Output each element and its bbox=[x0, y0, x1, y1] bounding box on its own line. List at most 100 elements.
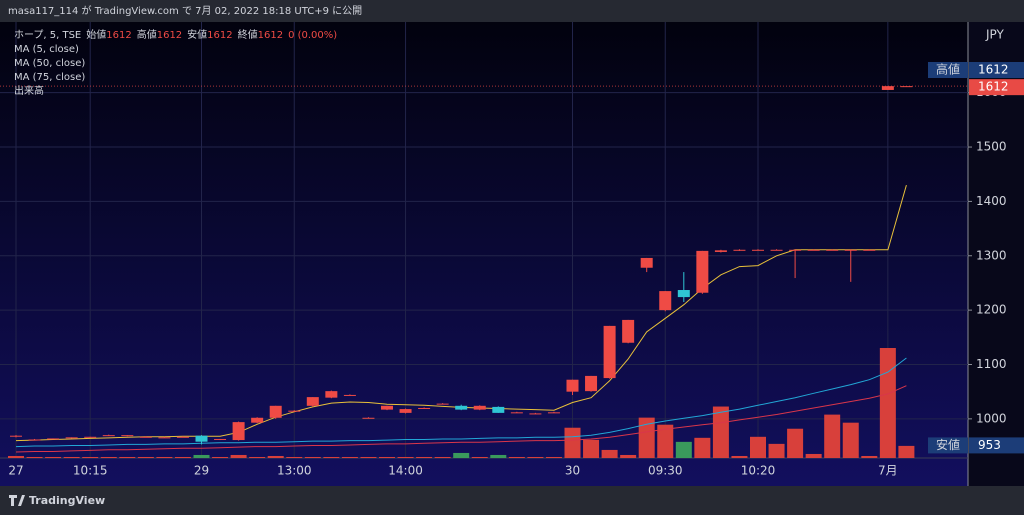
volume-bar bbox=[45, 456, 62, 458]
volume-bar bbox=[323, 456, 340, 458]
candle-body bbox=[195, 435, 208, 442]
x-tick-label: 29 bbox=[194, 464, 209, 478]
legend-ohlc-value: 1612 bbox=[157, 30, 182, 41]
price-tag-box bbox=[969, 79, 1024, 96]
legend-symbol: ホープ, 5, TSE bbox=[14, 29, 81, 41]
legend-change: 0 (0.00%) bbox=[288, 30, 337, 41]
volume-bar bbox=[212, 456, 229, 458]
candle-body bbox=[28, 439, 41, 441]
candle-body bbox=[566, 379, 579, 392]
volume-bar bbox=[861, 455, 878, 458]
volume-bar bbox=[768, 443, 785, 458]
volume-bar bbox=[286, 456, 303, 458]
volume-bar bbox=[379, 456, 395, 458]
candle-body bbox=[232, 422, 245, 441]
candle-body bbox=[807, 249, 820, 251]
volume-bar bbox=[638, 417, 655, 458]
volume-bar bbox=[471, 456, 488, 458]
volume-bar bbox=[545, 456, 562, 458]
plot-background bbox=[0, 22, 968, 486]
x-tick-label: 13:00 bbox=[277, 464, 312, 478]
volume-bar bbox=[787, 428, 804, 458]
ma-line bbox=[15, 357, 907, 448]
brand-logo bbox=[9, 495, 25, 506]
candle-body bbox=[343, 394, 356, 396]
volume-bar bbox=[63, 456, 80, 458]
candle-body bbox=[362, 417, 375, 419]
legend-ohlc-label: 高値 bbox=[137, 28, 157, 41]
candle-body bbox=[102, 435, 115, 437]
y-tick-label: 1200 bbox=[976, 303, 1007, 317]
legend-series: MA (75, close) bbox=[14, 72, 85, 83]
candle-body bbox=[47, 438, 60, 440]
plot bbox=[0, 22, 968, 458]
volume-bar bbox=[397, 456, 414, 458]
volume-bar bbox=[249, 456, 266, 458]
volume-bar bbox=[583, 439, 600, 458]
legend-series: MA (50, close) bbox=[14, 58, 85, 69]
candle-body bbox=[418, 407, 431, 409]
volume-bar bbox=[434, 456, 451, 458]
brand-name: TradingView bbox=[29, 494, 105, 507]
volume-bar bbox=[341, 456, 358, 458]
header-text: masa117_114 が TradingView.com で 7月 02, 2… bbox=[8, 4, 362, 17]
y-tick-label: 1100 bbox=[976, 357, 1007, 371]
legend-series: MA (5, close) bbox=[14, 44, 79, 55]
candle-body bbox=[770, 249, 783, 251]
legend-ohlc-value: 1612 bbox=[258, 30, 283, 41]
candle-body bbox=[121, 435, 134, 437]
volume-bar bbox=[527, 456, 544, 458]
volume-bar bbox=[360, 456, 377, 458]
candle-body bbox=[288, 410, 301, 412]
top-bar bbox=[0, 0, 1024, 22]
volume-bar bbox=[304, 456, 321, 458]
candle-body bbox=[714, 250, 727, 252]
candle-body bbox=[659, 291, 672, 311]
candle-body bbox=[436, 403, 449, 405]
volume-bar bbox=[620, 454, 637, 458]
candle-body bbox=[622, 319, 635, 343]
volume-bar bbox=[731, 455, 748, 458]
x-tick-label: 30 bbox=[565, 464, 580, 478]
candle-body bbox=[214, 438, 227, 440]
candle-body bbox=[826, 249, 839, 251]
candle-body bbox=[269, 405, 282, 418]
y-tick-label: 1000 bbox=[976, 411, 1007, 425]
candle-body bbox=[492, 406, 505, 413]
volume-bar bbox=[174, 456, 191, 458]
y-tick-label: 1400 bbox=[976, 194, 1007, 208]
legend-ohlc: ホープ, 5, TSE 始値1612 高値1612 安値1612 終値1612 0 (0.… bbox=[14, 28, 337, 41]
volume-bar bbox=[453, 452, 470, 458]
volume-bar bbox=[156, 456, 173, 458]
candle-body bbox=[752, 249, 764, 251]
price-tag-label: 安値 bbox=[936, 437, 960, 452]
price-tag-value: 953 bbox=[978, 438, 1001, 452]
candle-body bbox=[84, 436, 97, 438]
volume-bar bbox=[564, 427, 581, 458]
volume-bar bbox=[26, 456, 43, 458]
bottom-bar bbox=[0, 486, 1024, 515]
candle-body bbox=[306, 397, 319, 406]
candle-body bbox=[789, 249, 802, 251]
candle-body bbox=[640, 257, 653, 268]
volume-bar bbox=[712, 406, 729, 458]
x-tick-label: 10:20 bbox=[741, 464, 776, 478]
volume-bar bbox=[230, 454, 247, 458]
legend-ohlc-label: 終値 bbox=[238, 28, 258, 41]
volume-bar bbox=[508, 456, 525, 458]
candle-body bbox=[455, 405, 468, 410]
legend-volume: 出来高 bbox=[14, 84, 44, 97]
y-tick-label: 1500 bbox=[976, 140, 1007, 154]
candle-body bbox=[529, 413, 542, 415]
price-tag-box bbox=[969, 62, 1024, 78]
volume-bar bbox=[657, 424, 674, 458]
volume-bar bbox=[100, 456, 117, 458]
candle-body bbox=[399, 409, 412, 413]
candle-body bbox=[677, 290, 690, 298]
x-tick-label: 7月 bbox=[878, 464, 898, 478]
volume-bar bbox=[694, 437, 711, 458]
volume-bar bbox=[82, 456, 99, 458]
candle-body bbox=[10, 435, 22, 437]
price-tag-label: 高値 bbox=[936, 62, 960, 77]
volume-bar bbox=[193, 454, 210, 458]
